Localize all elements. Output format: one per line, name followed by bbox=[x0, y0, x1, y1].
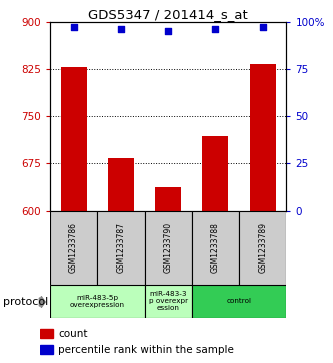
Bar bbox=[97, 211, 145, 285]
Bar bbox=[61, 67, 87, 211]
Text: protocol: protocol bbox=[3, 297, 49, 307]
Bar bbox=[145, 285, 192, 318]
Text: GSM1233789: GSM1233789 bbox=[258, 222, 267, 273]
Point bbox=[213, 26, 218, 32]
Text: GSM1233790: GSM1233790 bbox=[164, 222, 173, 273]
Text: miR-483-3
p overexpr
ession: miR-483-3 p overexpr ession bbox=[149, 291, 188, 311]
Bar bbox=[192, 285, 286, 318]
Bar bbox=[40, 329, 53, 338]
Bar bbox=[192, 211, 239, 285]
Point bbox=[260, 25, 265, 30]
Bar bbox=[50, 285, 145, 318]
Bar bbox=[40, 345, 53, 354]
Text: percentile rank within the sample: percentile rank within the sample bbox=[58, 345, 234, 355]
Title: GDS5347 / 201414_s_at: GDS5347 / 201414_s_at bbox=[88, 8, 248, 21]
Point bbox=[166, 28, 171, 34]
Bar bbox=[145, 211, 192, 285]
Point bbox=[118, 26, 124, 32]
Point bbox=[71, 25, 76, 30]
Text: GSM1233787: GSM1233787 bbox=[116, 222, 126, 273]
Text: GSM1233786: GSM1233786 bbox=[69, 222, 78, 273]
Text: count: count bbox=[58, 329, 88, 339]
Bar bbox=[155, 187, 181, 211]
Bar bbox=[108, 158, 134, 211]
Bar bbox=[50, 211, 97, 285]
Text: miR-483-5p
overexpression: miR-483-5p overexpression bbox=[70, 295, 125, 308]
Bar bbox=[239, 211, 286, 285]
Text: control: control bbox=[226, 298, 252, 304]
Bar bbox=[202, 136, 228, 211]
Bar bbox=[250, 64, 276, 211]
Text: GSM1233788: GSM1233788 bbox=[211, 222, 220, 273]
